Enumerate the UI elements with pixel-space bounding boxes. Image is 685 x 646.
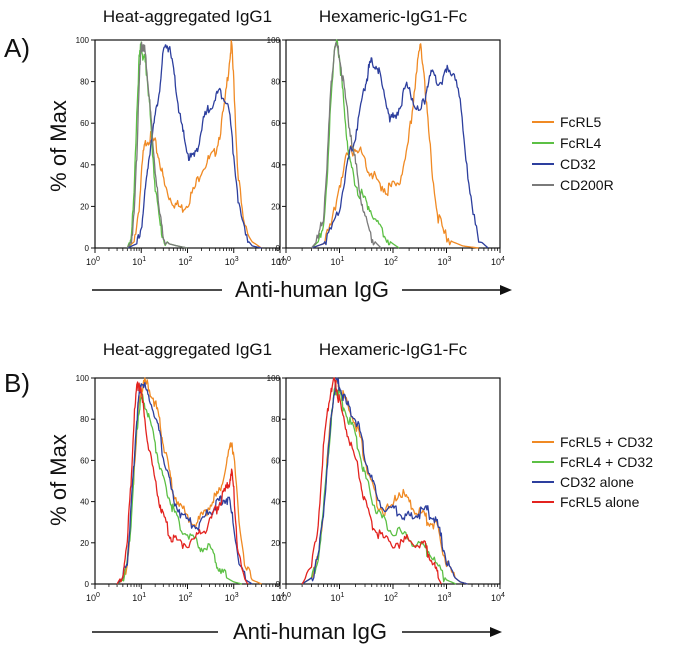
series-line-fcrl4-cd32 — [116, 393, 243, 585]
series-line-fcrl5 — [126, 40, 262, 249]
y-tick-label: 40 — [271, 161, 280, 170]
y-tick-label: 0 — [276, 580, 281, 589]
series-line-cd32 — [311, 57, 489, 249]
series-line-cd200r — [126, 41, 188, 249]
x-tick-label: 104 — [491, 256, 505, 267]
y-tick-label: 100 — [76, 374, 90, 383]
y-tick-label: 40 — [271, 498, 280, 507]
legend-label: CD200R — [560, 177, 614, 193]
series-line-fcrl5-alone — [116, 381, 249, 585]
series-line-fcrl5-alone — [301, 377, 442, 585]
y-tick-label: 0 — [276, 244, 281, 253]
legend-a: FcRL5 FcRL4 CD32 CD200R — [532, 114, 614, 193]
legend-label: FcRL4 — [560, 135, 601, 151]
plot-b-heat-aggregated: Heat-aggregated IgG1 0 20 40 60 80 100 100 101 10… — [76, 340, 285, 603]
x-tick-label: 102 — [384, 592, 398, 603]
plot-title: Heat-aggregated IgG1 — [103, 340, 272, 359]
x-axis-label-bg-a — [222, 276, 402, 304]
plot-frame — [94, 377, 281, 585]
x-tick-label: 103 — [438, 256, 452, 267]
series-line-cd32 — [127, 44, 262, 249]
y-tick-label: 60 — [80, 456, 89, 465]
plot-frame — [94, 39, 281, 249]
x-tick-label: 104 — [271, 592, 285, 603]
x-axis-label-b: Anti-human IgG — [233, 619, 387, 644]
y-axis-label-a: % of Max — [46, 100, 71, 192]
series-line-fcrl4 — [126, 41, 188, 249]
plot-title: Hexameric-IgG1-Fc — [319, 7, 468, 26]
x-tick-label: 104 — [271, 256, 285, 267]
series-line-cd32-alone — [116, 382, 253, 585]
series-line-fcrl5 — [311, 43, 479, 249]
x-tick-label: 100 — [277, 256, 291, 267]
y-tick-label: 40 — [80, 161, 89, 170]
x-axis-arrowhead-a — [500, 285, 512, 295]
y-tick-label: 80 — [271, 78, 280, 87]
panel-b-label: B) — [4, 368, 30, 398]
y-tick-label: 20 — [271, 202, 280, 211]
x-axis-label-bg-b — [218, 618, 402, 646]
legend-label: FcRL5 — [560, 114, 601, 130]
y-tick-label: 20 — [80, 202, 89, 211]
x-tick-label: 101 — [132, 592, 146, 603]
y-tick-label: 0 — [85, 580, 90, 589]
legend-label: CD32 — [560, 156, 596, 172]
series-line-cd200r — [310, 41, 382, 249]
y-axis-label-b: % of Max — [46, 434, 71, 526]
x-tick-label: 101 — [331, 592, 345, 603]
y-tick-label: 20 — [80, 539, 89, 548]
legend-label: FcRL4 + CD32 — [560, 454, 653, 470]
y-tick-label: 60 — [271, 456, 280, 465]
series-line-fcrl4-cd32 — [301, 386, 457, 585]
y-tick-label: 60 — [271, 119, 280, 128]
series-line-fcrl4 — [311, 39, 400, 249]
y-tick-label: 80 — [80, 415, 89, 424]
panel-a-label: A) — [4, 33, 30, 63]
legend-label: FcRL5 + CD32 — [560, 434, 653, 450]
x-tick-label: 103 — [438, 592, 452, 603]
x-tick-label: 101 — [132, 256, 146, 267]
plot-a-heat-aggregated: Heat-aggregated IgG1 0 20 40 60 80 100 100 101 10… — [76, 7, 285, 267]
series-line-fcrl5-cd32 — [116, 377, 262, 585]
y-tick-label: 80 — [271, 415, 280, 424]
x-tick-label: 101 — [331, 256, 345, 267]
y-tick-label: 40 — [80, 498, 89, 507]
legend-label: CD32 alone — [560, 474, 634, 490]
x-tick-label: 100 — [277, 592, 291, 603]
y-tick-label: 0 — [85, 244, 90, 253]
x-axis-label-a: Anti-human IgG — [235, 277, 389, 302]
y-tick-label: 80 — [80, 78, 89, 87]
x-tick-label: 100 — [86, 256, 100, 267]
series-line-cd32-alone — [301, 377, 468, 585]
y-tick-label: 60 — [80, 119, 89, 128]
legend-b: FcRL5 + CD32 FcRL4 + CD32 CD32 alone FcRL5 … — [532, 434, 653, 510]
plot-a-hexameric: Hexameric-IgG1-Fc 0 20 40 60 80 100 100 101 102 10… — [267, 7, 505, 267]
plot-title: Heat-aggregated IgG1 — [103, 7, 272, 26]
x-tick-label: 103 — [225, 256, 239, 267]
x-tick-label: 103 — [225, 592, 239, 603]
y-tick-label: 20 — [271, 539, 280, 548]
plot-frame — [285, 39, 501, 249]
plot-b-hexameric: Hexameric-IgG1-Fc 0 20 40 60 80 100 100 101 102 10… — [267, 340, 505, 603]
x-tick-label: 102 — [384, 256, 398, 267]
x-tick-label: 100 — [86, 592, 100, 603]
x-tick-label: 102 — [179, 592, 193, 603]
x-tick-label: 102 — [179, 256, 193, 267]
plot-title: Hexameric-IgG1-Fc — [319, 340, 468, 359]
y-tick-label: 100 — [267, 374, 281, 383]
x-axis-arrowhead-b — [490, 627, 502, 637]
y-tick-label: 100 — [267, 36, 281, 45]
x-tick-label: 104 — [491, 592, 505, 603]
y-tick-label: 100 — [76, 36, 90, 45]
legend-label: FcRL5 alone — [560, 494, 640, 510]
